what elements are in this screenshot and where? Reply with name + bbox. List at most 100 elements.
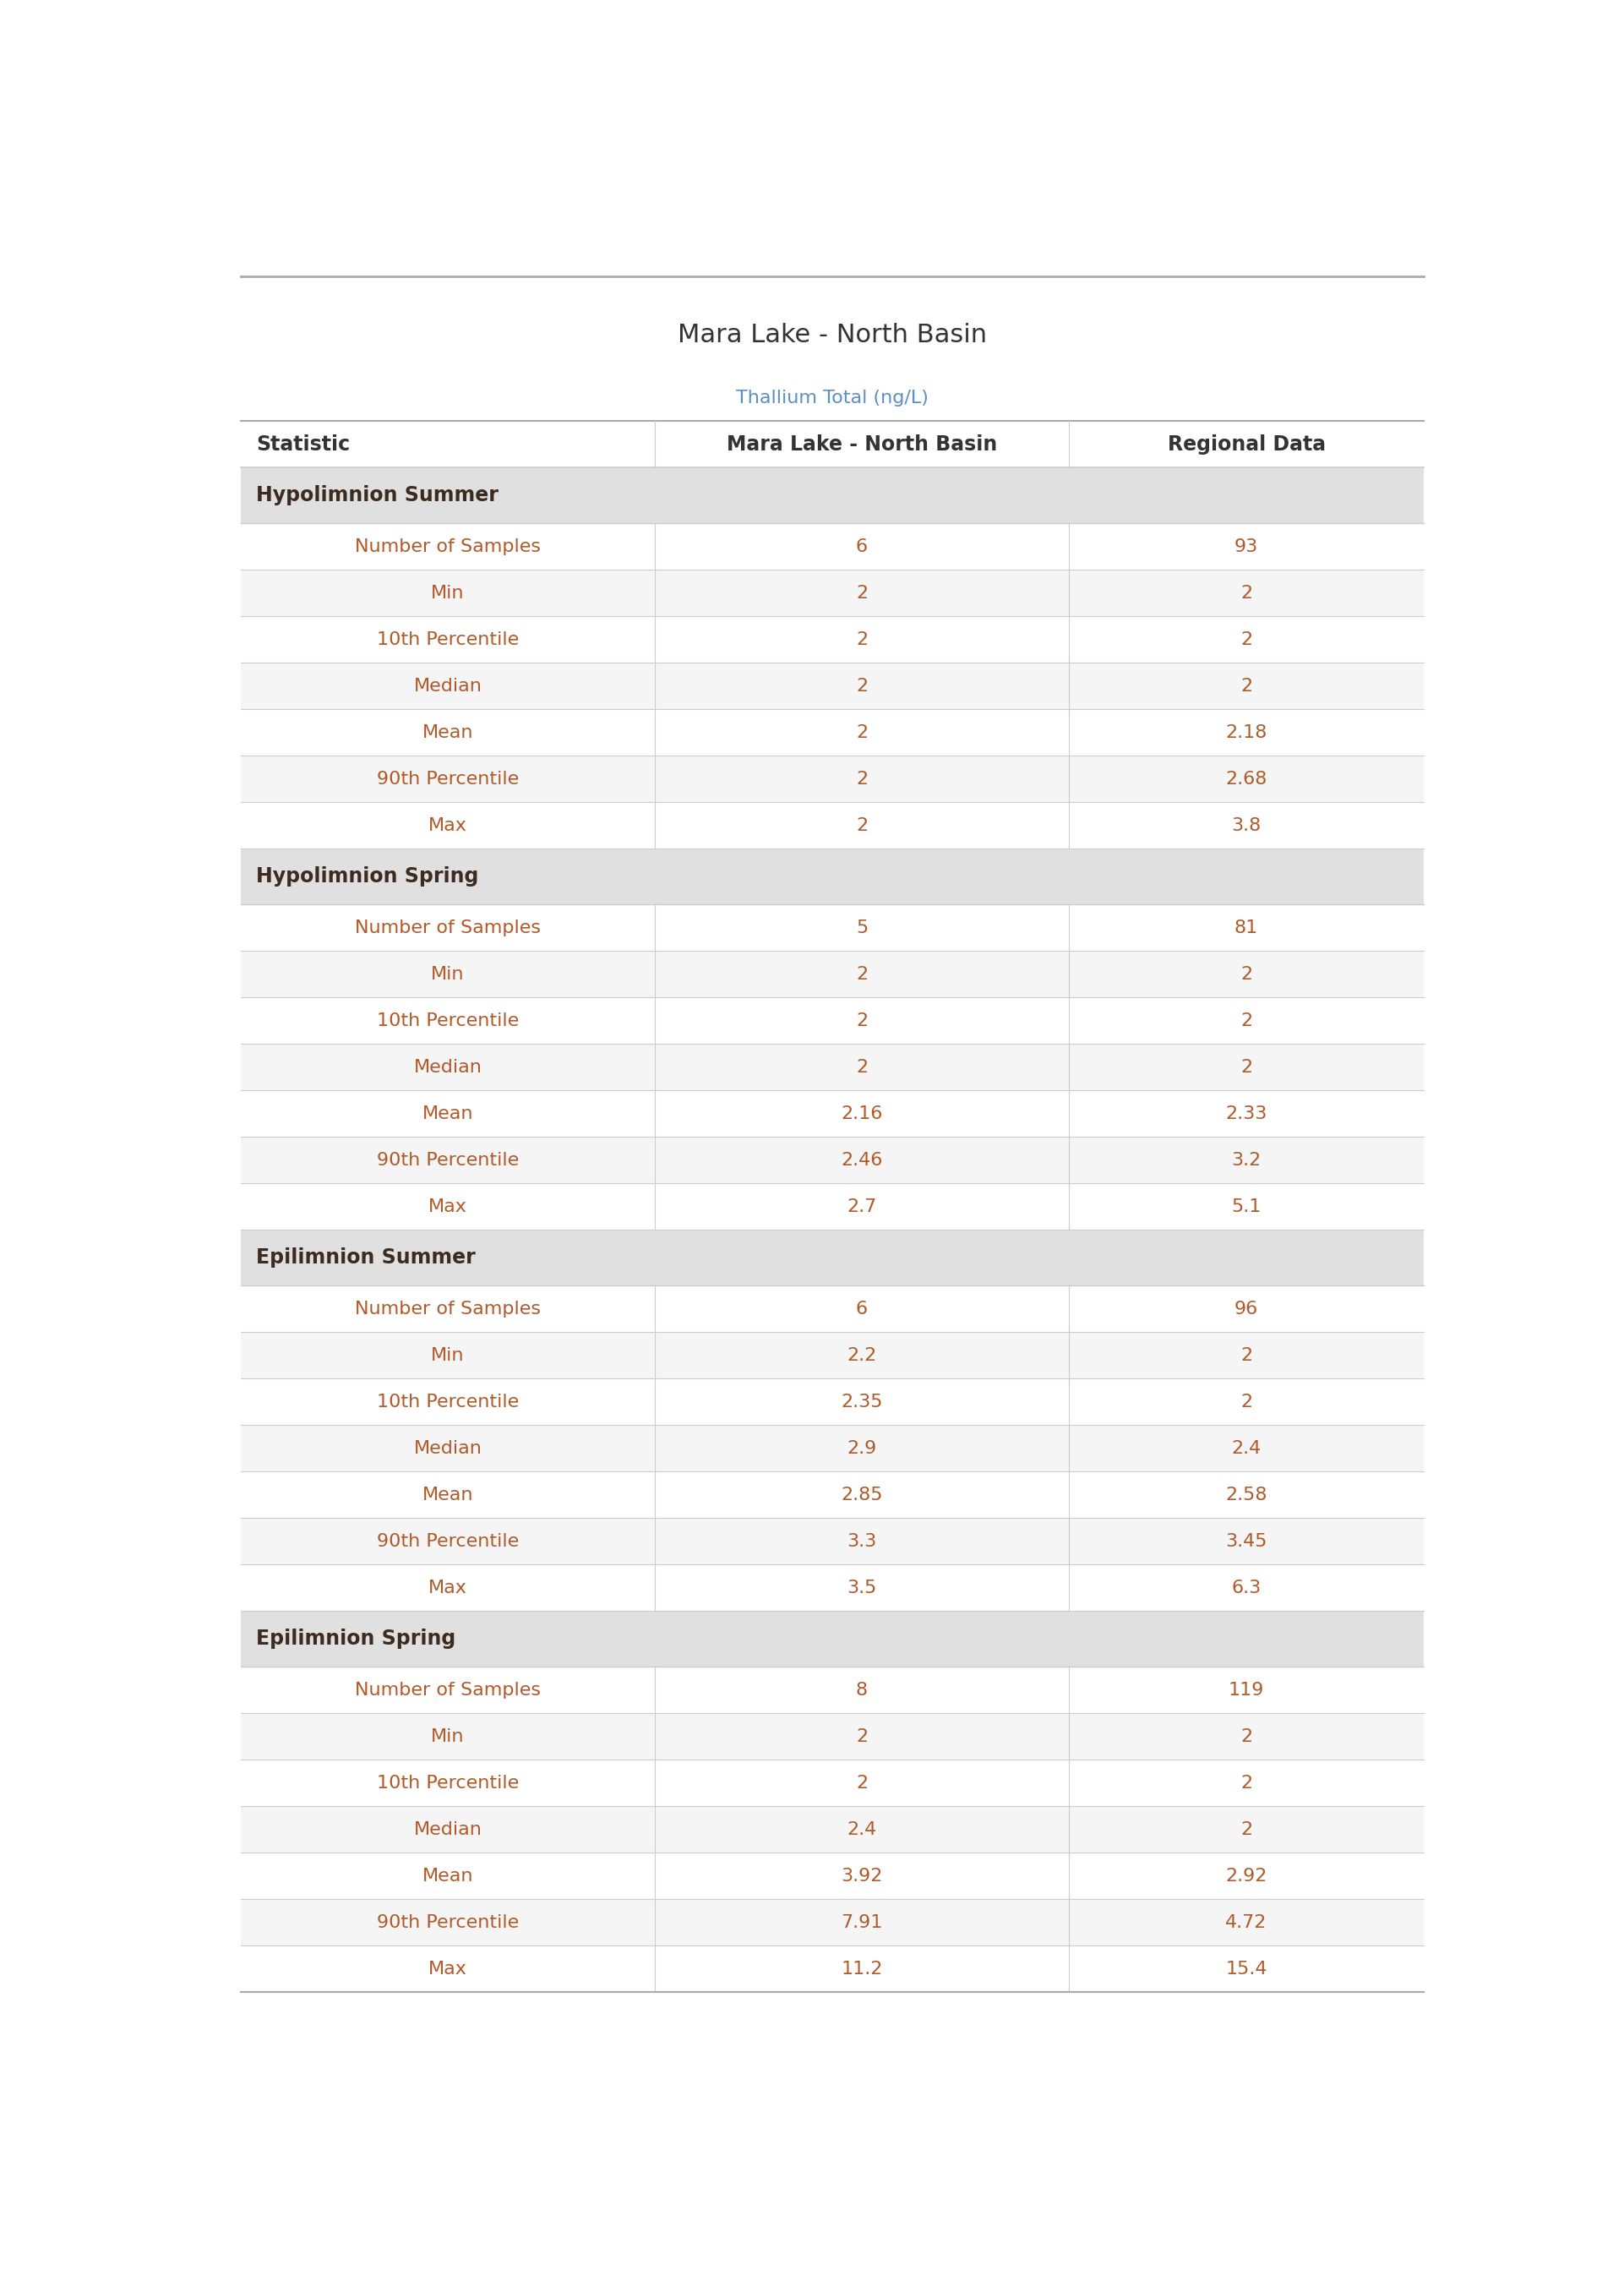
Bar: [240, 903, 1424, 951]
Text: Mean: Mean: [422, 724, 473, 740]
Bar: [240, 1090, 1424, 1137]
Text: 2: 2: [1241, 1012, 1252, 1028]
Text: 2: 2: [1241, 965, 1252, 983]
Text: 6: 6: [856, 538, 867, 554]
Text: 2: 2: [1241, 1058, 1252, 1076]
Text: Hypolimnion Spring: Hypolimnion Spring: [257, 867, 479, 888]
Bar: [240, 1183, 1424, 1230]
Text: 2.68: 2.68: [1226, 770, 1267, 788]
Text: 93: 93: [1234, 538, 1259, 554]
Text: 2.2: 2.2: [848, 1346, 877, 1364]
Text: 90th Percentile: 90th Percentile: [377, 1914, 520, 1932]
Text: 2: 2: [856, 1727, 867, 1746]
Bar: [240, 1137, 1424, 1183]
Bar: [240, 1471, 1424, 1519]
Bar: [240, 420, 1424, 468]
Text: 3.8: 3.8: [1231, 817, 1262, 833]
Text: 2.7: 2.7: [848, 1199, 877, 1214]
Text: 2: 2: [1241, 1821, 1252, 1839]
Text: 2: 2: [1241, 1775, 1252, 1791]
Text: 10th Percentile: 10th Percentile: [377, 1394, 520, 1410]
Text: 2.35: 2.35: [841, 1394, 883, 1410]
Text: 2: 2: [856, 817, 867, 833]
Text: 7.91: 7.91: [841, 1914, 883, 1932]
Bar: [240, 1285, 1424, 1332]
Text: 6.3: 6.3: [1231, 1580, 1262, 1596]
Text: 2.58: 2.58: [1226, 1487, 1267, 1503]
Text: Mean: Mean: [422, 1105, 473, 1121]
Bar: [240, 1900, 1424, 1945]
Bar: [240, 1714, 1424, 1759]
Bar: [240, 1807, 1424, 1852]
Text: 2: 2: [856, 1058, 867, 1076]
Text: 2.16: 2.16: [841, 1105, 883, 1121]
Bar: [240, 1666, 1424, 1714]
Text: Number of Samples: Number of Samples: [356, 1682, 541, 1698]
Bar: [240, 524, 1424, 570]
Text: 2: 2: [1241, 631, 1252, 647]
Text: 2.18: 2.18: [1226, 724, 1267, 740]
Text: 119: 119: [1228, 1682, 1263, 1698]
Bar: [240, 1378, 1424, 1426]
Text: Mean: Mean: [422, 1487, 473, 1503]
Text: Max: Max: [429, 1961, 468, 1977]
Text: 2: 2: [856, 724, 867, 740]
Bar: [240, 1945, 1424, 1993]
Text: 2: 2: [1241, 676, 1252, 695]
Bar: [240, 708, 1424, 756]
Bar: [240, 849, 1424, 903]
Bar: [240, 1519, 1424, 1564]
Text: Thallium Total (ng/L): Thallium Total (ng/L): [736, 390, 929, 406]
Text: 15.4: 15.4: [1226, 1961, 1267, 1977]
Text: 2.9: 2.9: [848, 1439, 877, 1457]
Text: 3.45: 3.45: [1226, 1532, 1267, 1550]
Text: Median: Median: [414, 676, 482, 695]
Bar: [240, 997, 1424, 1044]
Text: 3.3: 3.3: [848, 1532, 877, 1550]
Text: 81: 81: [1234, 919, 1259, 935]
Text: 2: 2: [1241, 1727, 1252, 1746]
Text: 5: 5: [856, 919, 867, 935]
Text: 3.92: 3.92: [841, 1868, 883, 1884]
Text: 2: 2: [1241, 1394, 1252, 1410]
Text: Median: Median: [414, 1439, 482, 1457]
Bar: [240, 615, 1424, 663]
Text: Median: Median: [414, 1058, 482, 1076]
Text: 2.33: 2.33: [1226, 1105, 1267, 1121]
Text: Epilimnion Spring: Epilimnion Spring: [257, 1630, 455, 1648]
Text: 3.5: 3.5: [848, 1580, 877, 1596]
Text: 2: 2: [856, 965, 867, 983]
Text: Median: Median: [414, 1821, 482, 1839]
Bar: [240, 468, 1424, 524]
Text: Mean: Mean: [422, 1868, 473, 1884]
Bar: [240, 1759, 1424, 1807]
Text: 11.2: 11.2: [841, 1961, 883, 1977]
Text: 2: 2: [1241, 1346, 1252, 1364]
Text: Statistic: Statistic: [257, 434, 349, 454]
Text: Min: Min: [430, 586, 464, 602]
Text: Min: Min: [430, 965, 464, 983]
Text: Number of Samples: Number of Samples: [356, 538, 541, 554]
Text: 10th Percentile: 10th Percentile: [377, 1775, 520, 1791]
Bar: [240, 951, 1424, 997]
Text: Max: Max: [429, 817, 468, 833]
Bar: [240, 1564, 1424, 1612]
Text: 2.4: 2.4: [848, 1821, 877, 1839]
Text: 2: 2: [856, 1775, 867, 1791]
Bar: [240, 570, 1424, 615]
Text: 2: 2: [856, 586, 867, 602]
Bar: [240, 756, 1424, 801]
Text: Hypolimnion Summer: Hypolimnion Summer: [257, 486, 499, 506]
Text: 4.72: 4.72: [1226, 1914, 1267, 1932]
Text: Min: Min: [430, 1346, 464, 1364]
Text: 2.92: 2.92: [1226, 1868, 1267, 1884]
Text: 5.1: 5.1: [1231, 1199, 1262, 1214]
Text: Number of Samples: Number of Samples: [356, 919, 541, 935]
Bar: [240, 1852, 1424, 1900]
Text: 8: 8: [856, 1682, 867, 1698]
Text: Epilimnion Summer: Epilimnion Summer: [257, 1249, 476, 1269]
Text: 2.46: 2.46: [841, 1151, 883, 1169]
Text: 90th Percentile: 90th Percentile: [377, 770, 520, 788]
Text: 2: 2: [856, 1012, 867, 1028]
Text: 2.85: 2.85: [841, 1487, 883, 1503]
